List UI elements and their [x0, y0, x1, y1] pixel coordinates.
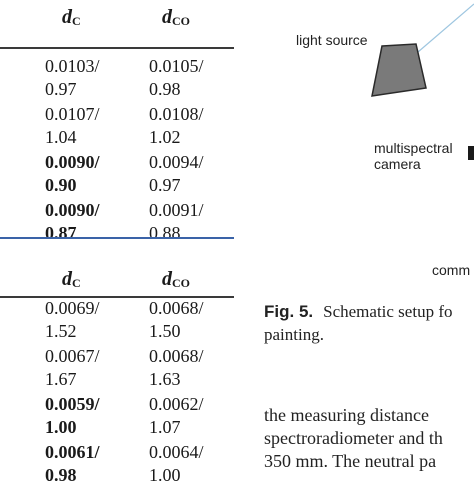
cell-dc: 1.52 [45, 321, 77, 341]
cell-dc: 0.98 [45, 465, 77, 485]
cut-off-label: comm [432, 262, 471, 278]
table-1-header-rule [0, 47, 234, 49]
results-table-1: dC dCO 0.0103/0.0105/0.97 0.98 0.0107/0.01… [0, 0, 236, 243]
camera-icon [468, 146, 474, 160]
figure-caption: Fig. 5. Schematic setup fo painting. [264, 302, 453, 344]
header-dco: dCO [162, 6, 190, 28]
light-source-lamp [371, 43, 427, 97]
cell-dco: 0.0091/ [149, 200, 204, 220]
cell-dco: 0.0062/ [149, 394, 204, 414]
cell-dc: 0.0067/ [45, 346, 100, 366]
cell-dco: 1.00 [149, 465, 181, 485]
cell-dco: 0.0064/ [149, 442, 204, 462]
cell-dco: 0.98 [149, 79, 181, 99]
cell-dc: 0.87 [45, 223, 77, 243]
cell-dc: 1.04 [45, 127, 77, 147]
cell-dc: 1.00 [45, 417, 77, 437]
table-1-bottom-rule [0, 237, 234, 239]
figure-number: Fig. 5. [264, 302, 314, 321]
cell-dco: 1.07 [149, 417, 181, 437]
cell-dco: 0.0108/ [149, 104, 204, 124]
cell-dco: 0.0068/ [149, 298, 204, 318]
cell-dc: 0.97 [45, 79, 77, 99]
header-dco: dCO [162, 268, 190, 290]
table-1-header: dC dCO [0, 0, 236, 30]
camera-label: multispectral camera [374, 140, 453, 172]
cell-dco: 1.63 [149, 369, 181, 389]
cell-dco: 0.0105/ [149, 56, 204, 76]
cell-dco: 1.02 [149, 127, 181, 147]
cell-dco: 0.0068/ [149, 346, 204, 366]
light-source-label: light source [296, 32, 368, 48]
setup-figure [371, 3, 474, 160]
cell-dc: 0.0090/ [45, 152, 100, 172]
cell-dc: 0.0059/ [45, 394, 100, 414]
cell-dco: 0.97 [149, 175, 181, 195]
cell-dco: 1.50 [149, 321, 181, 341]
cell-dco: 0.88 [149, 223, 181, 243]
cell-dco: 0.0094/ [149, 152, 204, 172]
header-dc: dC [62, 268, 81, 290]
table-2-header: dC dCO [0, 262, 236, 292]
cell-dc: 1.67 [45, 369, 77, 389]
cell-dc: 0.0103/ [45, 56, 100, 76]
cell-dc: 0.0069/ [45, 298, 100, 318]
cell-dc: 0.0107/ [45, 104, 100, 124]
cell-dc: 0.0090/ [45, 200, 100, 220]
cell-dc: 0.90 [45, 175, 77, 195]
results-table-2: dC dCO 0.0069/0.0068/1.52 1.50 0.0067/0.00… [0, 262, 236, 485]
light-beam [417, 3, 474, 53]
header-dc: dC [62, 6, 81, 28]
table-2-header-rule [0, 296, 234, 298]
cell-dc: 0.0061/ [45, 442, 100, 462]
body-paragraph: the measuring distance spectroradiometer… [264, 405, 443, 471]
